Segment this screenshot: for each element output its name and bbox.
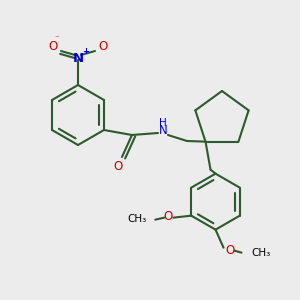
Text: CH₃: CH₃ <box>127 214 146 224</box>
Text: O: O <box>113 160 123 173</box>
Text: ⁻: ⁻ <box>55 34 59 43</box>
Text: O: O <box>98 40 108 53</box>
Text: O: O <box>225 244 234 257</box>
Text: N: N <box>72 52 84 65</box>
Text: CH₃: CH₃ <box>251 248 271 258</box>
Text: O: O <box>164 210 173 223</box>
Text: N: N <box>159 124 167 137</box>
Text: +: + <box>82 47 89 56</box>
Text: H: H <box>159 118 167 128</box>
Text: O: O <box>48 40 58 53</box>
